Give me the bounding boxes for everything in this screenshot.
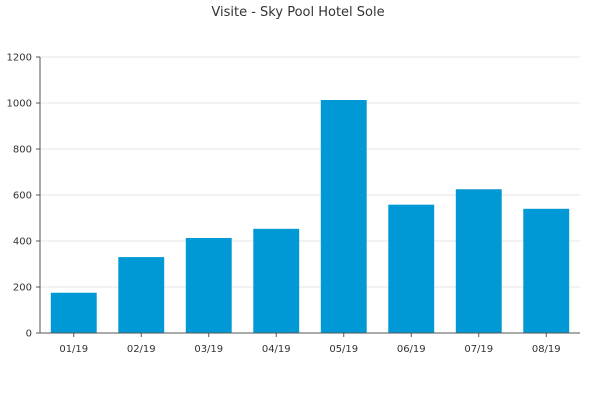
y-tick-label: 600	[13, 191, 32, 202]
x-tick-label: 04/19	[262, 344, 291, 355]
y-tick-label: 1000	[7, 99, 32, 110]
x-tick-label: 02/19	[127, 344, 156, 355]
axes	[36, 56, 580, 337]
y-tick-label: 800	[13, 145, 32, 156]
x-tick-labels: 01/19 02/19 03/19 04/19 05/19 06/19 07/19 08/19	[59, 344, 560, 355]
y-tick-label: 200	[13, 283, 32, 294]
x-tick-label: 01/19	[59, 344, 88, 355]
y-tick-label: 0	[26, 329, 32, 340]
bar	[320, 100, 367, 333]
y-tick-label: 1200	[7, 53, 32, 64]
bar	[118, 257, 165, 333]
chart-title: Visite - Sky Pool Hotel Sole	[211, 5, 384, 20]
x-tick-label: 05/19	[329, 344, 358, 355]
x-tick-label: 03/19	[194, 344, 223, 355]
y-tick-label: 400	[13, 237, 32, 248]
bars	[50, 100, 570, 333]
bar	[185, 238, 232, 333]
x-tick-label: 08/19	[532, 344, 561, 355]
bar	[253, 228, 300, 333]
y-tick-labels: 0 200 400 600 800 1000 1200	[7, 53, 32, 340]
bar	[455, 189, 502, 333]
x-tick-label: 06/19	[397, 344, 426, 355]
bar	[523, 208, 570, 333]
bar	[388, 204, 435, 333]
bar	[50, 292, 97, 333]
x-tick-label: 07/19	[464, 344, 493, 355]
